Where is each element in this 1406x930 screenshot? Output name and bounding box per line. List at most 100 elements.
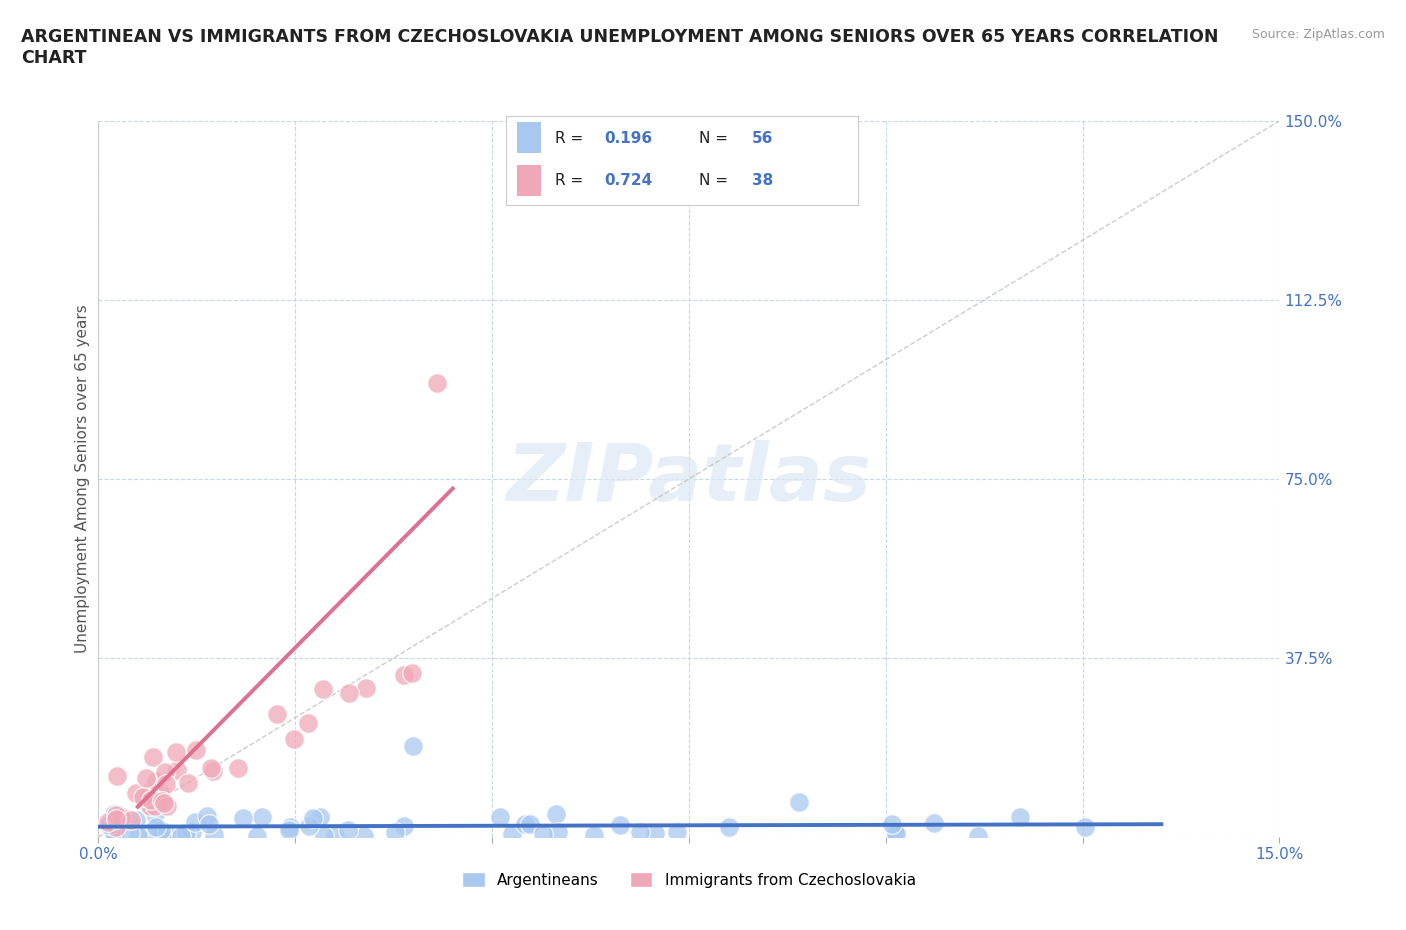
- Point: [277, 822, 299, 837]
- Point: [118, 825, 141, 840]
- Point: [155, 777, 177, 791]
- Point: [124, 786, 146, 801]
- Point: [1074, 819, 1097, 834]
- Point: [200, 760, 222, 775]
- Point: [402, 738, 425, 753]
- Point: [150, 793, 173, 808]
- Point: [150, 828, 173, 843]
- Point: [644, 826, 666, 841]
- FancyBboxPatch shape: [517, 165, 541, 196]
- Point: [308, 809, 330, 824]
- Point: [666, 825, 689, 840]
- Point: [401, 665, 423, 680]
- Point: [103, 826, 125, 841]
- Point: [323, 828, 346, 843]
- Point: [884, 827, 907, 842]
- Point: [145, 819, 167, 834]
- Point: [232, 811, 254, 826]
- Point: [132, 790, 155, 804]
- Point: [195, 808, 218, 823]
- Point: [135, 770, 157, 785]
- Point: [155, 826, 177, 841]
- Point: [145, 773, 167, 788]
- Text: ZIPatlas: ZIPatlas: [506, 440, 872, 518]
- Point: [202, 764, 225, 778]
- Point: [150, 823, 173, 838]
- Point: [922, 816, 945, 830]
- Point: [110, 809, 132, 824]
- Text: R =: R =: [555, 131, 589, 146]
- Point: [967, 828, 990, 843]
- Point: [104, 807, 127, 822]
- Text: 38: 38: [752, 173, 773, 188]
- Text: 0.724: 0.724: [605, 173, 652, 188]
- Point: [143, 799, 166, 814]
- Point: [120, 813, 142, 828]
- Point: [127, 828, 149, 843]
- Text: 56: 56: [752, 131, 773, 146]
- Point: [354, 681, 377, 696]
- Point: [184, 743, 207, 758]
- Point: [149, 785, 172, 800]
- Point: [489, 810, 512, 825]
- Point: [337, 685, 360, 700]
- Point: [544, 806, 567, 821]
- Text: 0.196: 0.196: [605, 131, 652, 146]
- Point: [104, 811, 127, 826]
- Point: [142, 750, 165, 764]
- Point: [198, 817, 221, 831]
- Point: [139, 792, 162, 807]
- Point: [104, 820, 127, 835]
- Point: [278, 819, 301, 834]
- Text: N =: N =: [700, 131, 734, 146]
- Point: [143, 806, 166, 821]
- Point: [314, 828, 336, 843]
- Point: [165, 744, 187, 759]
- Point: [181, 824, 204, 839]
- Point: [283, 732, 305, 747]
- Point: [392, 668, 415, 683]
- Point: [125, 813, 148, 828]
- Point: [177, 776, 200, 790]
- Point: [1010, 809, 1032, 824]
- Point: [105, 769, 128, 784]
- Point: [501, 827, 523, 842]
- Point: [174, 826, 197, 841]
- Point: [533, 827, 555, 842]
- Point: [103, 807, 125, 822]
- Point: [789, 795, 811, 810]
- Point: [384, 825, 406, 840]
- Point: [547, 825, 569, 840]
- Point: [717, 819, 740, 834]
- Text: R =: R =: [555, 173, 589, 188]
- Text: ARGENTINEAN VS IMMIGRANTS FROM CZECHOSLOVAKIA UNEMPLOYMENT AMONG SENIORS OVER 65: ARGENTINEAN VS IMMIGRANTS FROM CZECHOSLO…: [21, 28, 1219, 67]
- Point: [170, 828, 193, 843]
- Point: [153, 764, 176, 779]
- Text: N =: N =: [700, 173, 734, 188]
- Point: [392, 818, 415, 833]
- Point: [156, 799, 179, 814]
- Point: [226, 761, 249, 776]
- Point: [880, 817, 903, 831]
- Point: [166, 763, 188, 777]
- Point: [250, 810, 273, 825]
- Point: [104, 826, 127, 841]
- Point: [136, 826, 159, 841]
- Point: [513, 817, 536, 831]
- Point: [628, 825, 651, 840]
- Point: [97, 815, 120, 830]
- Point: [297, 818, 319, 833]
- Point: [337, 823, 360, 838]
- Point: [883, 825, 905, 840]
- Point: [246, 828, 269, 843]
- Point: [142, 791, 165, 806]
- Point: [302, 811, 325, 826]
- Point: [297, 716, 319, 731]
- Point: [138, 785, 160, 800]
- Point: [312, 682, 335, 697]
- Y-axis label: Unemployment Among Seniors over 65 years: Unemployment Among Seniors over 65 years: [75, 305, 90, 653]
- Point: [609, 817, 631, 832]
- Point: [353, 828, 375, 843]
- Point: [202, 827, 225, 842]
- Point: [98, 817, 121, 832]
